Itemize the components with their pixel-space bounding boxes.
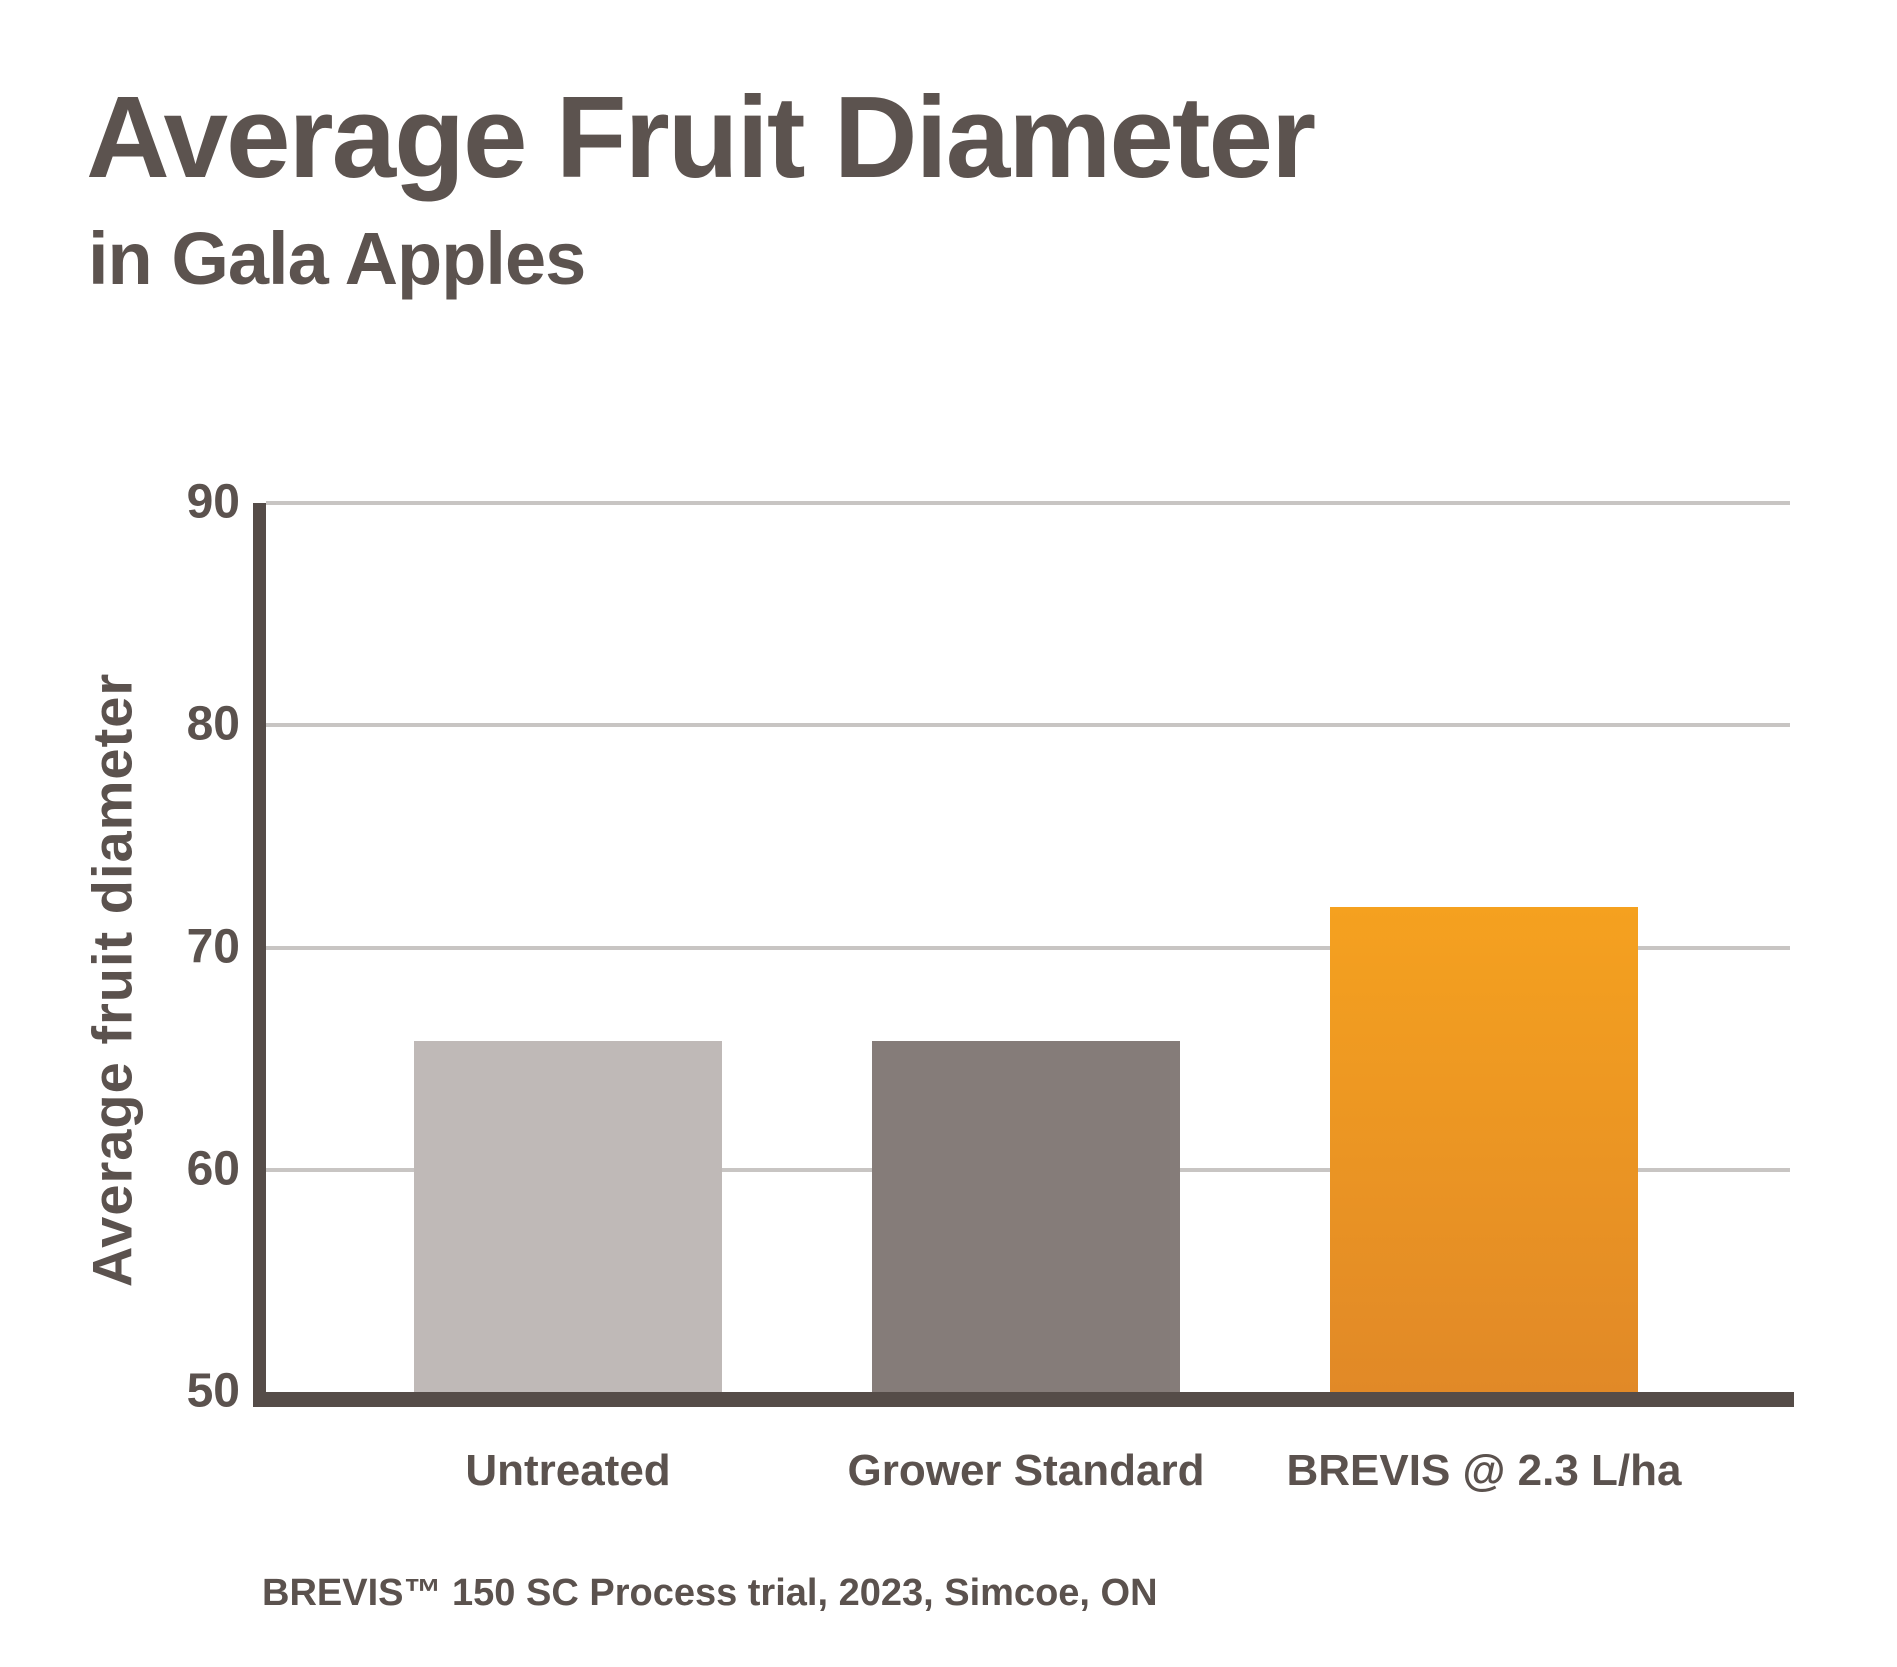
x-axis-line — [253, 1392, 1794, 1407]
gridline-70 — [266, 945, 1790, 950]
y-tick-70: 70 — [186, 919, 240, 973]
y-tick-80: 80 — [186, 697, 240, 751]
bar-grower-standard — [872, 1040, 1180, 1392]
y-axis-line — [253, 503, 266, 1407]
y-axis-title: Average fruit diameter — [80, 672, 144, 1288]
y-tick-90: 90 — [186, 475, 240, 529]
source-note: BREVIS™ 150 SC Process trial, 2023, Simc… — [262, 1572, 1158, 1614]
y-tick-50: 50 — [186, 1364, 240, 1418]
bar-brevis-2-3-l-ha — [1330, 907, 1638, 1392]
gridline-80 — [266, 723, 1790, 728]
x-label-untreated: Untreated — [465, 1446, 671, 1495]
bar-untreated — [414, 1040, 722, 1392]
gridline-90 — [266, 501, 1790, 505]
x-label-grower-standard: Grower Standard — [847, 1446, 1205, 1495]
chart-title: Average Fruit Diameter — [86, 72, 1316, 202]
x-label-brevis-2-3-l-ha: BREVIS @ 2.3 L/ha — [1286, 1446, 1682, 1495]
chart-subtitle: in Gala Apples — [88, 217, 586, 300]
y-tick-60: 60 — [186, 1142, 240, 1196]
